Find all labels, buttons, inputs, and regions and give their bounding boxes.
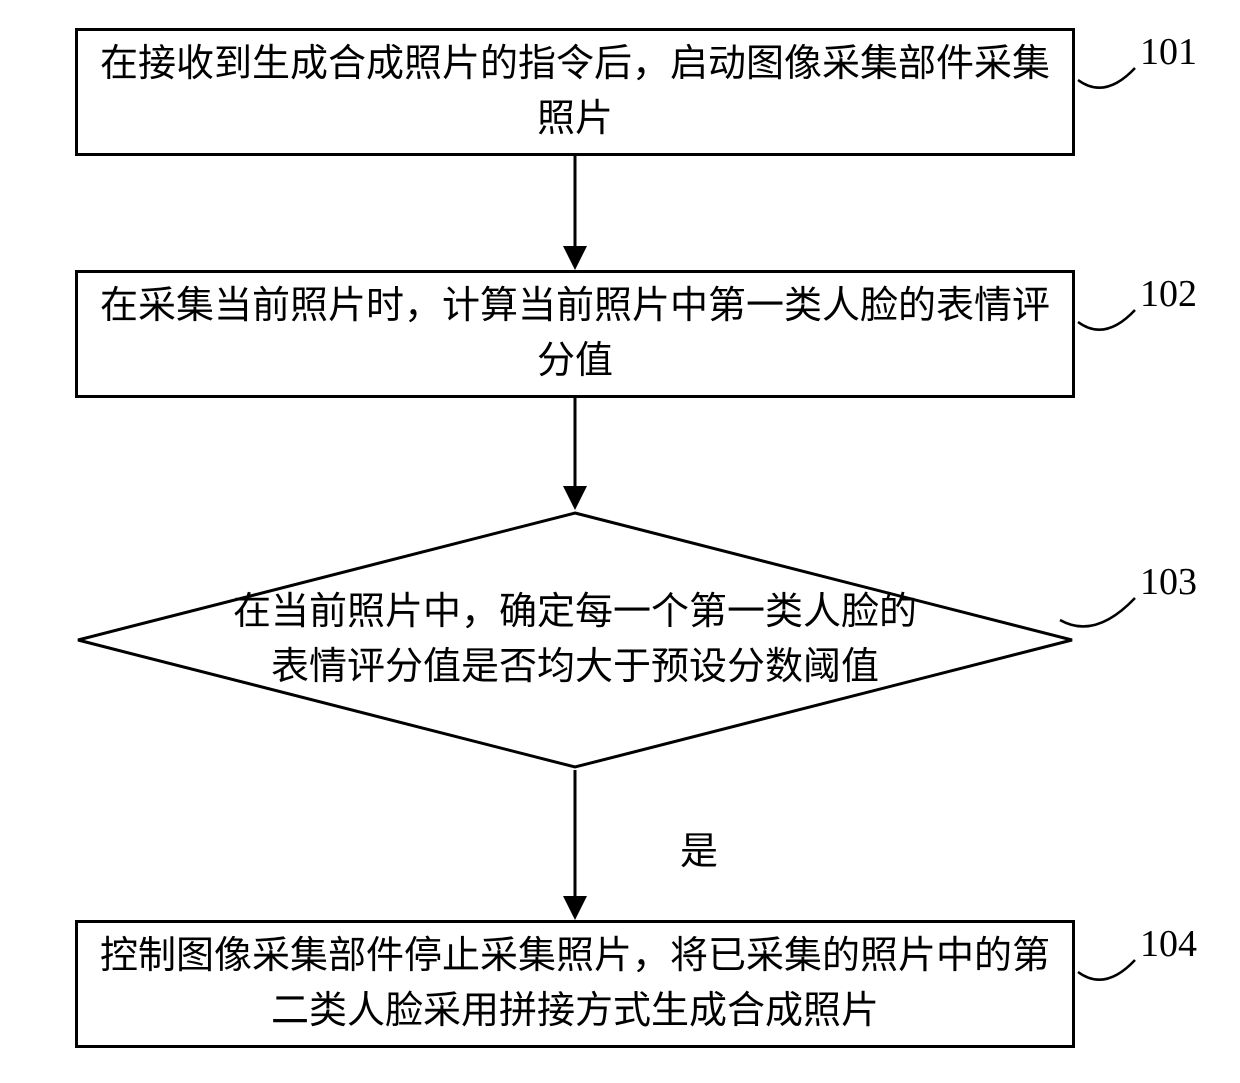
- flow-edge-3-4-label: 是: [680, 820, 718, 875]
- flow-node-3-label: 103: [1140, 560, 1197, 604]
- flow-node-2-text: 在采集当前照片时，计算当前照片中第一类人脸的表情评分值: [88, 279, 1062, 389]
- flow-node-1-label: 101: [1140, 30, 1197, 74]
- flow-node-4-text: 控制图像采集部件停止采集照片，将已采集的照片中的第二类人脸采用拼接方式生成合成照…: [88, 929, 1062, 1039]
- flowchart-canvas: 在接收到生成合成照片的指令后，启动图像采集部件采集照片 101 在采集当前照片时…: [0, 0, 1240, 1083]
- flow-node-1: 在接收到生成合成照片的指令后，启动图像采集部件采集照片: [75, 28, 1075, 156]
- flow-node-4: 控制图像采集部件停止采集照片，将已采集的照片中的第二类人脸采用拼接方式生成合成照…: [75, 920, 1075, 1048]
- flow-node-1-text: 在接收到生成合成照片的指令后，启动图像采集部件采集照片: [88, 37, 1062, 147]
- flow-node-2: 在采集当前照片时，计算当前照片中第一类人脸的表情评分值: [75, 270, 1075, 398]
- flow-node-4-label: 104: [1140, 922, 1197, 966]
- flow-node-3-text: 在当前照片中，确定每一个第一类人脸的表情评分值是否均大于预设分数阈值: [215, 585, 935, 695]
- flow-node-2-label: 102: [1140, 272, 1197, 316]
